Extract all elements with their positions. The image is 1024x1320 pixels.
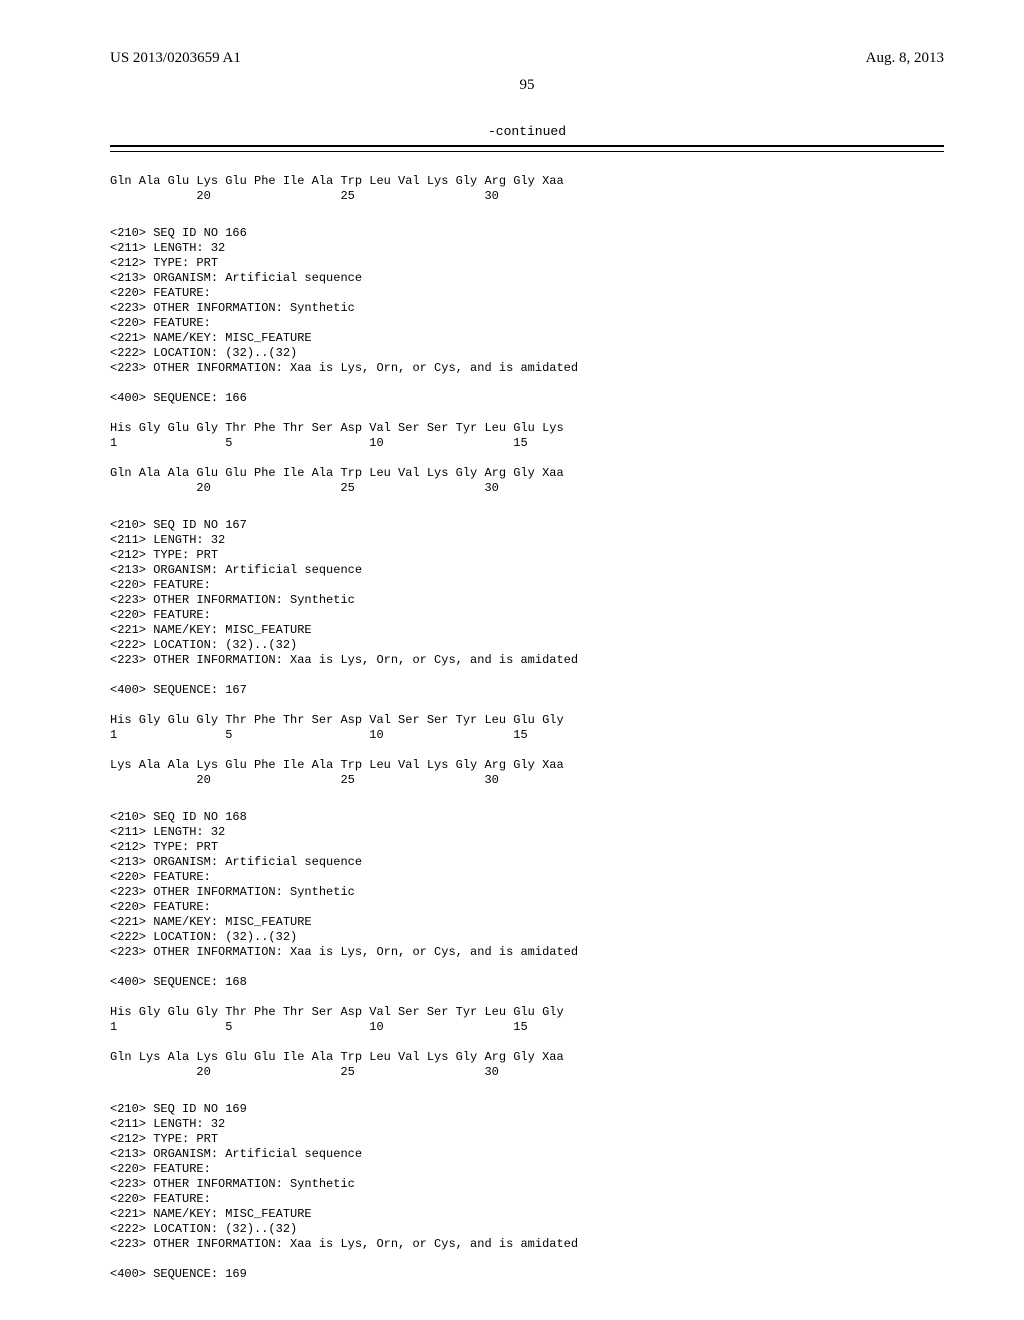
- sequence-line: Gln Lys Ala Lys Glu Glu Ile Ala Trp Leu …: [110, 1050, 944, 1065]
- sequence-line: [110, 698, 944, 713]
- page-number: 95: [110, 77, 944, 94]
- sequence-line: <212> TYPE: PRT: [110, 548, 944, 563]
- sequence-line: [110, 960, 944, 975]
- sequence-line: <223> OTHER INFORMATION: Synthetic: [110, 301, 944, 316]
- sequence-line: 1 5 10 15: [110, 436, 944, 451]
- sequence-line: 20 25 30: [110, 481, 944, 496]
- sequence-line: [110, 1035, 944, 1050]
- sequence-line: <210> SEQ ID NO 169: [110, 1102, 944, 1117]
- sequence-line: 1 5 10 15: [110, 728, 944, 743]
- sequence-line: <400> SEQUENCE: 166: [110, 391, 944, 406]
- sequence-line: <222> LOCATION: (32)..(32): [110, 930, 944, 945]
- sequence-line: <400> SEQUENCE: 169: [110, 1267, 944, 1282]
- sequence-line: <213> ORGANISM: Artificial sequence: [110, 855, 944, 870]
- sequence-line: <222> LOCATION: (32)..(32): [110, 638, 944, 653]
- sequence-line: <220> FEATURE:: [110, 1192, 944, 1207]
- sequence-line: Gln Ala Ala Glu Glu Phe Ile Ala Trp Leu …: [110, 466, 944, 481]
- continued-label: -continued: [110, 124, 944, 139]
- sequence-block: <210> SEQ ID NO 168<211> LENGTH: 32<212>…: [110, 810, 944, 1080]
- sequence-line: 20 25 30: [110, 1065, 944, 1080]
- sequence-line: [110, 668, 944, 683]
- sequence-line: <222> LOCATION: (32)..(32): [110, 346, 944, 361]
- rule-thick: [110, 145, 944, 147]
- page: US 2013/0203659 A1 Aug. 8, 2013 95 -cont…: [0, 0, 1024, 1320]
- sequence-line: <220> FEATURE:: [110, 608, 944, 623]
- sequence-line: Lys Ala Ala Lys Glu Phe Ile Ala Trp Leu …: [110, 758, 944, 773]
- sequence-line: <223> OTHER INFORMATION: Xaa is Lys, Orn…: [110, 361, 944, 376]
- sequence-line: <211> LENGTH: 32: [110, 1117, 944, 1132]
- sequence-line: Gln Ala Glu Lys Glu Phe Ile Ala Trp Leu …: [110, 174, 944, 189]
- sequence-line: [110, 990, 944, 1005]
- sequence-line: <212> TYPE: PRT: [110, 256, 944, 271]
- sequence-line: <400> SEQUENCE: 167: [110, 683, 944, 698]
- sequence-line: <220> FEATURE:: [110, 578, 944, 593]
- sequence-line: <212> TYPE: PRT: [110, 1132, 944, 1147]
- sequence-block: Gln Ala Glu Lys Glu Phe Ile Ala Trp Leu …: [110, 174, 944, 204]
- sequence-line: <212> TYPE: PRT: [110, 840, 944, 855]
- rule-thin: [110, 151, 944, 152]
- sequence-line: <223> OTHER INFORMATION: Xaa is Lys, Orn…: [110, 653, 944, 668]
- sequence-line: <220> FEATURE:: [110, 870, 944, 885]
- sequence-line: [110, 376, 944, 391]
- sequence-line: 20 25 30: [110, 189, 944, 204]
- sequence-block: <210> SEQ ID NO 169<211> LENGTH: 32<212>…: [110, 1102, 944, 1282]
- sequence-line: [110, 406, 944, 421]
- sequence-line: [110, 743, 944, 758]
- sequence-line: <220> FEATURE:: [110, 1162, 944, 1177]
- sequence-line: 20 25 30: [110, 773, 944, 788]
- sequence-block: <210> SEQ ID NO 166<211> LENGTH: 32<212>…: [110, 226, 944, 496]
- publication-date: Aug. 8, 2013: [866, 50, 944, 67]
- sequence-listing: Gln Ala Glu Lys Glu Phe Ile Ala Trp Leu …: [110, 174, 944, 1282]
- sequence-line: <400> SEQUENCE: 168: [110, 975, 944, 990]
- sequence-line: His Gly Glu Gly Thr Phe Thr Ser Asp Val …: [110, 713, 944, 728]
- sequence-line: <222> LOCATION: (32)..(32): [110, 1222, 944, 1237]
- sequence-line: 1 5 10 15: [110, 1020, 944, 1035]
- sequence-line: <211> LENGTH: 32: [110, 533, 944, 548]
- sequence-line: <213> ORGANISM: Artificial sequence: [110, 563, 944, 578]
- sequence-line: His Gly Glu Gly Thr Phe Thr Ser Asp Val …: [110, 421, 944, 436]
- sequence-line: His Gly Glu Gly Thr Phe Thr Ser Asp Val …: [110, 1005, 944, 1020]
- sequence-line: <223> OTHER INFORMATION: Xaa is Lys, Orn…: [110, 1237, 944, 1252]
- sequence-line: <221> NAME/KEY: MISC_FEATURE: [110, 915, 944, 930]
- sequence-line: <213> ORGANISM: Artificial sequence: [110, 1147, 944, 1162]
- sequence-line: <223> OTHER INFORMATION: Xaa is Lys, Orn…: [110, 945, 944, 960]
- sequence-line: <211> LENGTH: 32: [110, 241, 944, 256]
- sequence-line: <210> SEQ ID NO 168: [110, 810, 944, 825]
- sequence-line: <211> LENGTH: 32: [110, 825, 944, 840]
- sequence-line: <221> NAME/KEY: MISC_FEATURE: [110, 331, 944, 346]
- sequence-line: <220> FEATURE:: [110, 900, 944, 915]
- page-header: US 2013/0203659 A1 Aug. 8, 2013: [110, 50, 944, 67]
- sequence-line: [110, 451, 944, 466]
- sequence-line: <220> FEATURE:: [110, 286, 944, 301]
- sequence-line: <210> SEQ ID NO 166: [110, 226, 944, 241]
- sequence-line: <223> OTHER INFORMATION: Synthetic: [110, 593, 944, 608]
- sequence-line: <221> NAME/KEY: MISC_FEATURE: [110, 1207, 944, 1222]
- sequence-line: [110, 1252, 944, 1267]
- publication-number: US 2013/0203659 A1: [110, 50, 241, 67]
- sequence-line: <221> NAME/KEY: MISC_FEATURE: [110, 623, 944, 638]
- sequence-line: <220> FEATURE:: [110, 316, 944, 331]
- sequence-line: <223> OTHER INFORMATION: Synthetic: [110, 885, 944, 900]
- sequence-line: <223> OTHER INFORMATION: Synthetic: [110, 1177, 944, 1192]
- sequence-line: <213> ORGANISM: Artificial sequence: [110, 271, 944, 286]
- sequence-line: <210> SEQ ID NO 167: [110, 518, 944, 533]
- sequence-block: <210> SEQ ID NO 167<211> LENGTH: 32<212>…: [110, 518, 944, 788]
